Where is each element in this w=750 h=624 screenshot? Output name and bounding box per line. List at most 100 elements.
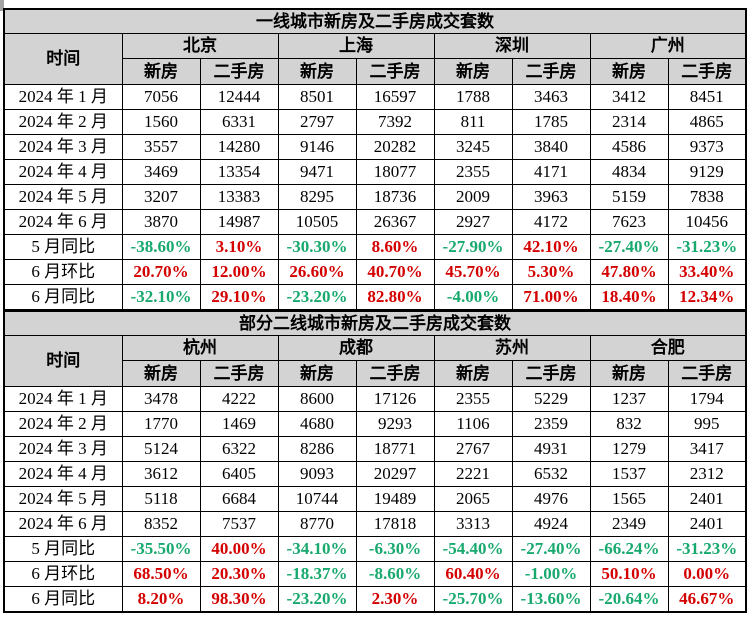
value-cell: 4865 xyxy=(667,109,747,135)
subheader-cell: 新房 xyxy=(121,360,201,387)
percent-cell: -18.37% xyxy=(277,561,357,587)
percent-cell: -25.70% xyxy=(433,586,513,613)
value-cell: 20282 xyxy=(355,134,435,160)
value-cell: 5229 xyxy=(511,386,591,412)
value-cell: 2355 xyxy=(433,386,513,412)
month-data-row: 2024 年 6 月 3870 14987 10505 26367 2927 4172 762… xyxy=(3,209,747,235)
percent-cell: 2.30% xyxy=(355,586,435,613)
value-cell: 2767 xyxy=(433,436,513,462)
percent-cell: -54.40% xyxy=(433,536,513,562)
subheader-cell: 新房 xyxy=(277,360,357,387)
value-cell: 8770 xyxy=(277,511,357,537)
value-cell: 19489 xyxy=(355,486,435,512)
value-cell: 14280 xyxy=(199,134,279,160)
value-cell: 17126 xyxy=(355,386,435,412)
percent-cell: 3.10% xyxy=(199,234,279,260)
subheader-cell: 二手房 xyxy=(199,58,279,85)
month-data-row: 2024 年 5 月 3207 13383 8295 18736 2009 3963 5159… xyxy=(3,184,747,210)
percent-row: 5 月同比 -35.50% 40.00% -34.10% -6.30% -54.40% -2… xyxy=(3,536,747,562)
value-cell: 7056 xyxy=(121,84,201,110)
value-cell: 8295 xyxy=(277,184,357,210)
value-cell: 4171 xyxy=(511,159,591,185)
value-cell: 3245 xyxy=(433,134,513,160)
month-label-cell: 2024 年 2 月 xyxy=(3,411,123,437)
value-cell: 14987 xyxy=(199,209,279,235)
first-tier-cities-table: 一线城市新房及二手房成交套数 时间 北京 上海 深圳 广州 新房 二手房 新房 二手房 新房 二手房新… xyxy=(3,8,748,311)
value-cell: 8352 xyxy=(121,511,201,537)
city-header-cell: 广州 xyxy=(589,33,747,59)
percent-row: 6 月环比 20.70% 12.00% 26.60% 40.70% 45.70% 5.30%… xyxy=(3,259,747,285)
value-cell: 18077 xyxy=(355,159,435,185)
percent-cell: 45.70% xyxy=(433,259,513,285)
value-cell: 3478 xyxy=(121,386,201,412)
value-cell: 4172 xyxy=(511,209,591,235)
subheader-cell: 二手房 xyxy=(355,360,435,387)
value-cell: 2009 xyxy=(433,184,513,210)
percent-cell: -38.60% xyxy=(121,234,201,260)
city-header-cell: 北京 xyxy=(121,33,279,59)
percent-row: 6 月同比 8.20% 98.30% -23.20% 2.30% -25.70% -13.6… xyxy=(3,586,747,613)
month-label-cell: 2024 年 5 月 xyxy=(3,486,123,512)
month-data-row: 2024 年 1 月 3478 4222 8600 17126 2355 5229 1237 1… xyxy=(3,386,747,412)
percent-cell: 20.30% xyxy=(199,561,279,587)
value-cell: 1770 xyxy=(121,411,201,437)
city-header-cell: 合肥 xyxy=(589,335,747,361)
percent-cell: -23.20% xyxy=(277,586,357,613)
value-cell: 6322 xyxy=(199,436,279,462)
value-cell: 3469 xyxy=(121,159,201,185)
value-cell: 2221 xyxy=(433,461,513,487)
month-data-row: 2024 年 2 月 1770 1469 4680 9293 1106 2359 832 995 xyxy=(3,411,747,437)
subheader-cell: 二手房 xyxy=(355,58,435,85)
second-tier-cities-table: 部分二线城市新房及二手房成交套数 时间 杭州 成都 苏州 合肥 新房 二手房 新房 二手房 新房 二手… xyxy=(3,310,748,613)
subheader-cell: 新房 xyxy=(121,58,201,85)
percent-cell: -32.10% xyxy=(121,284,201,311)
city-header-cell: 苏州 xyxy=(433,335,591,361)
value-cell: 6532 xyxy=(511,461,591,487)
subheader-cell: 新房 xyxy=(433,58,513,85)
value-cell: 8600 xyxy=(277,386,357,412)
percent-row: 6 月环比 68.50% 20.30% -18.37% -8.60% 60.40% -1.0… xyxy=(3,561,747,587)
month-data-row: 2024 年 6 月 8352 7537 8770 17818 3313 4924 2349 2… xyxy=(3,511,747,537)
percent-cell: 50.10% xyxy=(589,561,669,587)
percent-cell: 20.70% xyxy=(121,259,201,285)
value-cell: 18771 xyxy=(355,436,435,462)
value-cell: 9471 xyxy=(277,159,357,185)
value-cell: 2359 xyxy=(511,411,591,437)
value-cell: 2401 xyxy=(667,486,747,512)
value-cell: 2355 xyxy=(433,159,513,185)
value-cell: 3417 xyxy=(667,436,747,462)
percent-row-label-cell: 5 月同比 xyxy=(3,234,123,260)
value-cell: 4931 xyxy=(511,436,591,462)
value-cell: 10744 xyxy=(277,486,357,512)
percent-cell: -13.60% xyxy=(511,586,591,613)
value-cell: 2312 xyxy=(667,461,747,487)
value-cell: 10505 xyxy=(277,209,357,235)
subheader-cell: 二手房 xyxy=(667,360,747,387)
value-cell: 9093 xyxy=(277,461,357,487)
subheader-cell: 新房 xyxy=(589,360,669,387)
value-cell: 4586 xyxy=(589,134,669,160)
value-cell: 5118 xyxy=(121,486,201,512)
percent-cell: 5.30% xyxy=(511,259,591,285)
value-cell: 7838 xyxy=(667,184,747,210)
value-cell: 26367 xyxy=(355,209,435,235)
value-cell: 9146 xyxy=(277,134,357,160)
percent-cell: 0.00% xyxy=(667,561,747,587)
value-cell: 16597 xyxy=(355,84,435,110)
tables-container: 一线城市新房及二手房成交套数 时间 北京 上海 深圳 广州 新房 二手房 新房 二手房 新房 二手房新… xyxy=(3,8,748,613)
value-cell: 3463 xyxy=(511,84,591,110)
value-cell: 4924 xyxy=(511,511,591,537)
value-cell: 832 xyxy=(589,411,669,437)
subheader-cell: 新房 xyxy=(433,360,513,387)
value-cell: 7623 xyxy=(589,209,669,235)
month-data-row: 2024 年 1 月 7056 12444 8501 16597 1788 3463 3412… xyxy=(3,84,747,110)
percent-cell: -30.30% xyxy=(277,234,357,260)
time-header-cell: 时间 xyxy=(3,335,123,387)
percent-row: 6 月同比 -32.10% 29.10% -23.20% 82.80% -4.00% 71.… xyxy=(3,284,747,311)
percent-cell: -31.23% xyxy=(667,536,747,562)
value-cell: 2349 xyxy=(589,511,669,537)
value-cell: 4834 xyxy=(589,159,669,185)
month-label-cell: 2024 年 5 月 xyxy=(3,184,123,210)
month-data-row: 2024 年 4 月 3612 6405 9093 20297 2221 6532 1537 2… xyxy=(3,461,747,487)
